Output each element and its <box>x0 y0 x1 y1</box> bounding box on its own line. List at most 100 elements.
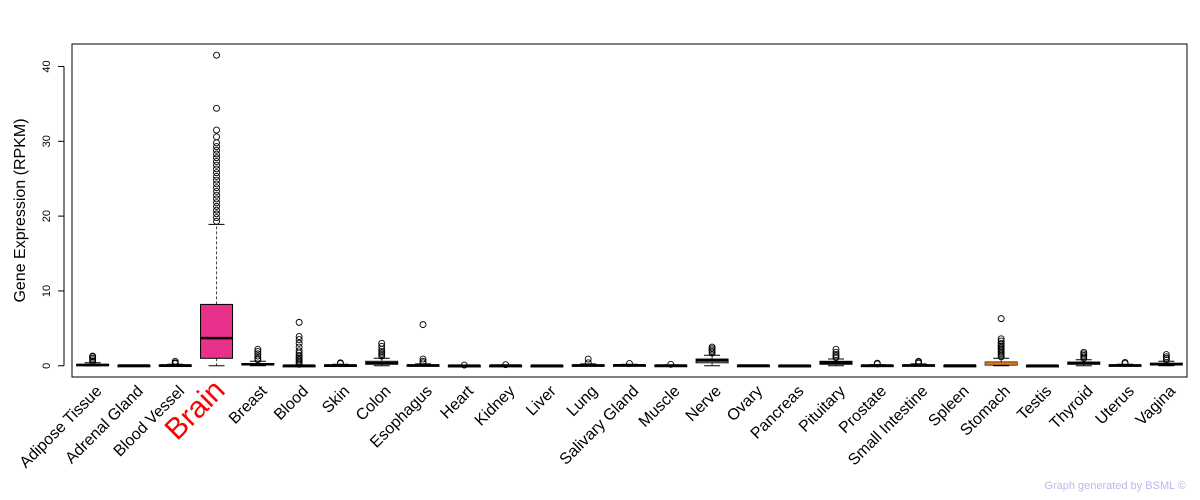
outlier-point <box>832 351 840 359</box>
outlier-point <box>419 357 427 365</box>
outlier-point <box>1162 351 1170 359</box>
outlier-point <box>213 154 220 162</box>
box-breast <box>241 345 275 367</box>
outlier-point <box>213 165 220 173</box>
box-spleen <box>943 364 977 368</box>
y-axis-title: Gene Expression (RPKM) <box>12 118 29 302</box>
outlier-point <box>584 359 592 367</box>
box-nerve <box>695 343 729 367</box>
outlier-point <box>213 202 220 210</box>
outlier-point <box>832 345 840 353</box>
outlier-point <box>89 352 97 360</box>
outlier-point <box>378 342 386 350</box>
outlier-point <box>254 354 262 362</box>
x-label-skin: Skin <box>319 383 353 417</box>
outlier-point <box>213 184 220 192</box>
box-kidney <box>489 361 523 369</box>
box-lung <box>571 355 605 367</box>
box-pituitary <box>819 345 853 367</box>
y-axis: 0 10 20 30 40 <box>41 60 65 369</box>
box-testis <box>1025 364 1059 368</box>
box-blood <box>282 318 316 368</box>
outlier-point <box>295 333 303 341</box>
box-esophagus <box>406 321 440 367</box>
outlier-point <box>213 210 220 218</box>
outlier-point <box>213 133 220 141</box>
y-tick-label: 30 <box>41 135 53 147</box>
box-thyroid <box>1067 348 1101 367</box>
outlier-point <box>213 206 220 214</box>
outlier-point <box>213 161 220 169</box>
outlier-point <box>213 143 220 150</box>
outlier-point <box>213 199 220 207</box>
box-adrenal-gland <box>117 364 151 368</box>
outlier-point <box>213 217 220 225</box>
box-iqr <box>200 303 234 359</box>
outlier-point <box>213 195 220 203</box>
outlier-point <box>626 360 633 367</box>
box-ovary <box>736 364 770 368</box>
box-colon <box>365 339 399 367</box>
x-label-vagina: Vagina <box>1133 383 1179 429</box>
outlier-point <box>213 146 220 154</box>
outlier-point <box>708 343 716 351</box>
outlier-point <box>213 51 220 59</box>
y-tick-label: 10 <box>41 285 53 297</box>
outlier-point <box>502 361 510 369</box>
box-uterus <box>1108 358 1142 367</box>
outlier-point <box>213 126 220 134</box>
box-blood-vessel <box>158 357 192 368</box>
y-tick-label: 0 <box>41 363 53 369</box>
outlier-point <box>460 361 468 369</box>
outlier-point <box>213 176 220 184</box>
outlier-point <box>213 180 220 188</box>
outlier-point <box>254 352 262 360</box>
outlier-point <box>295 318 303 326</box>
box-prostate <box>860 359 894 368</box>
outlier-point <box>584 355 592 363</box>
box-small-intestine <box>902 357 936 367</box>
x-label-liver: Liver <box>523 382 560 419</box>
box-adipose-tissue <box>76 352 110 367</box>
outlier-point <box>171 357 179 365</box>
box-skin <box>323 359 357 368</box>
y-tick-label: 40 <box>41 60 53 72</box>
outlier-point <box>254 345 262 353</box>
outlier-point <box>295 351 303 359</box>
outlier-point <box>419 355 427 363</box>
outlier-point <box>832 348 840 356</box>
box-muscle <box>654 360 688 368</box>
box-liver <box>530 364 564 368</box>
outlier-point <box>213 169 220 177</box>
x-label-kidney: Kidney <box>472 383 519 430</box>
outlier-point <box>1162 353 1170 361</box>
outlier-point <box>213 191 220 199</box>
x-label-blood: Blood <box>271 383 312 424</box>
outlier-point <box>213 150 220 158</box>
outlier-point <box>213 158 220 165</box>
box-heart <box>447 361 481 369</box>
boxes-layer <box>76 51 1183 369</box>
outlier-point <box>295 336 303 344</box>
outlier-point <box>419 321 427 329</box>
plot-frame <box>71 43 1188 378</box>
outlier-point <box>997 339 1005 347</box>
credit-text: Graph generated by BSML © <box>1044 480 1186 492</box>
box-salivary-gland <box>613 360 646 367</box>
outlier-point <box>213 214 220 222</box>
outlier-point <box>915 357 923 365</box>
box-pancreas <box>778 364 812 368</box>
outlier-point <box>336 359 344 367</box>
outlier-point <box>254 350 262 358</box>
outlier-point <box>873 359 881 367</box>
outlier-point <box>378 348 386 356</box>
outlier-point <box>295 339 303 347</box>
outlier-point <box>997 337 1005 345</box>
box-brain <box>200 51 234 367</box>
outlier-point <box>295 347 303 355</box>
box-vagina <box>1149 351 1183 367</box>
x-label-lung: Lung <box>564 383 601 420</box>
outlier-point <box>213 139 220 147</box>
